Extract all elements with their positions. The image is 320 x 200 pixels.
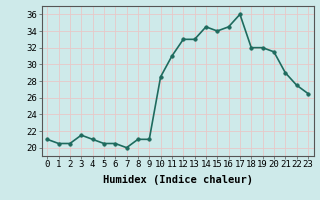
X-axis label: Humidex (Indice chaleur): Humidex (Indice chaleur): [103, 175, 252, 185]
